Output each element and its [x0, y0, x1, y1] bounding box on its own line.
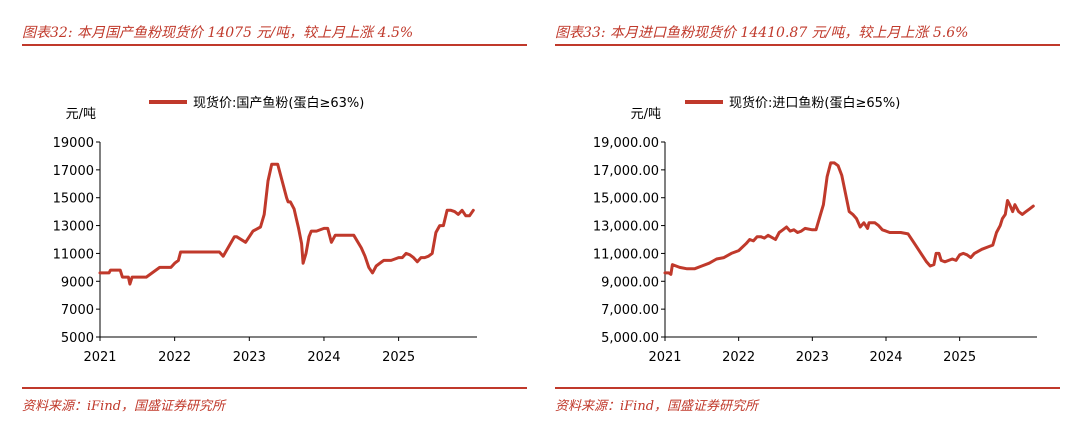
series-line: [98, 162, 475, 286]
x-tick-label: 2022: [158, 350, 191, 365]
y-tick-label: 7000: [61, 303, 94, 318]
x-tick-label: 2022: [722, 350, 755, 365]
chart-title: 图表33: 本月进口鱼粉现货价 14410.87 元/吨，较上月上涨 5.6%: [555, 25, 969, 41]
x-tick-label: 2023: [796, 350, 829, 365]
x-tick-label: 2021: [83, 350, 116, 365]
y-tick-label: 9000: [61, 275, 94, 290]
y-tick-label: 19000: [53, 136, 94, 151]
title-divider: [22, 44, 527, 46]
legend-label: 现货价:国产鱼粉(蛋白≥63%): [193, 95, 364, 111]
chart-title: 图表32: 本月国产鱼粉现货价 14075 元/吨，较上月上涨 4.5%: [22, 25, 414, 41]
y-tick-label: 7,000.00: [601, 303, 659, 318]
y-tick-label: 9,000.00: [601, 275, 659, 290]
x-tick-label: 2025: [382, 350, 415, 365]
x-tick-label: 2023: [233, 350, 266, 365]
x-tick-label: 2024: [869, 350, 902, 365]
y-tick-label: 15,000.00: [593, 192, 659, 207]
y-tick-label: 5,000.00: [601, 331, 659, 346]
y-axis-unit-label: 元/吨: [66, 107, 96, 122]
y-tick-label: 5000: [61, 331, 94, 346]
x-tick-label: 2024: [307, 350, 340, 365]
y-tick-label: 11000: [53, 247, 94, 262]
source-note: 资料来源：iFind，国盛证券研究所: [555, 399, 759, 414]
y-axis-unit-label: 元/吨: [631, 107, 661, 122]
source-divider: [22, 387, 527, 389]
domestic-fishmeal-price-chart: 现货价:国产鱼粉(蛋白≥63%) 元/吨 19000 17000 15000 13000 1…: [53, 95, 477, 365]
title-divider: [555, 44, 1060, 46]
y-tick-label: 19,000.00: [593, 136, 659, 151]
legend-label: 现货价:进口鱼粉(蛋白≥65%): [729, 95, 900, 111]
source-divider: [555, 387, 1060, 389]
y-tick-label: 15000: [53, 192, 94, 207]
series-line: [663, 161, 1035, 276]
x-tick-label: 2021: [648, 350, 681, 365]
source-note: 资料来源：iFind，国盛证券研究所: [22, 399, 226, 414]
chart-panel-domestic: 图表32: 本月国产鱼粉现货价 14075 元/吨，较上月上涨 4.5% 现货价…: [22, 0, 547, 425]
imported-fishmeal-price-chart: 现货价:进口鱼粉(蛋白≥65%) 元/吨 19,000.00 17,000.00 15,…: [593, 95, 1037, 365]
chart-panel-imported: 图表33: 本月进口鱼粉现货价 14410.87 元/吨，较上月上涨 5.6% …: [555, 0, 1080, 425]
y-tick-label: 13000: [53, 220, 94, 235]
y-tick-label: 13,000.00: [593, 220, 659, 235]
y-tick-label: 17,000.00: [593, 164, 659, 179]
y-tick-label: 11,000.00: [593, 247, 659, 262]
x-tick-label: 2025: [943, 350, 976, 365]
y-tick-label: 17000: [53, 164, 94, 179]
